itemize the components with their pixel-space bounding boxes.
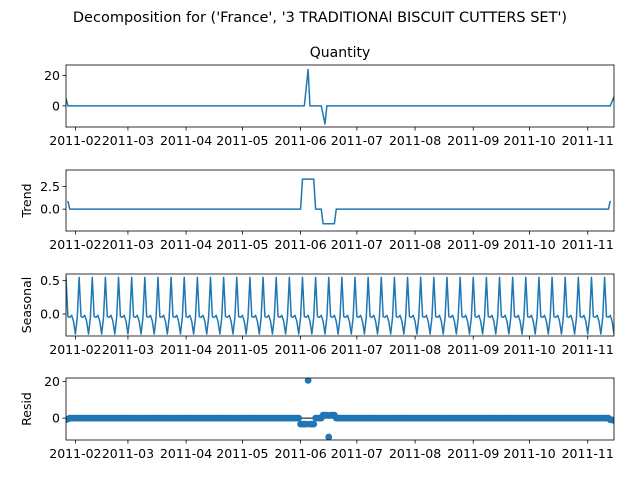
panel-resid: 0 20 2011-02 2011-03 2011-04 2011-05 2011-06 20… — [19, 374, 615, 461]
resid-xtick-label: 2011-09 — [447, 446, 499, 461]
quantity-xtick-label: 2011-05 — [216, 133, 268, 148]
quantity-xtick-label: 2011-03 — [102, 133, 154, 148]
trend-xtick-label: 2011-04 — [160, 237, 212, 252]
seasonal-ytick-label: 0.0 — [40, 307, 60, 322]
figure-suptitle: Decomposition for ('France', '3 TRADITIO… — [73, 10, 567, 26]
trend-xtick-label: 2011-11 — [562, 237, 614, 252]
trend-series-line — [67, 178, 611, 225]
quantity-series-line — [66, 68, 614, 125]
seasonal-axes-frame — [65, 273, 615, 337]
seasonal-xtick-label: 2011-07 — [331, 342, 383, 357]
panel-trend: 0.0 2.5 2011-02 2011-03 2011-04 2011-05 2011-0… — [19, 169, 615, 252]
seasonal-series-line — [66, 276, 614, 335]
quantity-title: Quantity — [310, 45, 371, 61]
quantity-xtick-label: 2011-02 — [49, 133, 101, 148]
seasonal-xtick-label: 2011-03 — [102, 342, 154, 357]
trend-xtick-label: 2011-06 — [274, 237, 326, 252]
resid-point — [295, 414, 303, 422]
resid-xtick-label: 2011-02 — [49, 446, 101, 461]
seasonal-xtick-label: 2011-10 — [503, 342, 555, 357]
quantity-xtick-label: 2011-07 — [331, 133, 383, 148]
resid-ytick-label: 0 — [52, 411, 60, 426]
seasonal-xtick-label: 2011-05 — [216, 342, 268, 357]
resid-ytick-label: 20 — [44, 374, 60, 389]
resid-xtick-label: 2011-11 — [562, 446, 614, 461]
quantity-ytick-label: 0 — [52, 98, 60, 113]
seasonal-plot-area — [66, 276, 614, 335]
seasonal-xtick-label: 2011-06 — [274, 342, 326, 357]
resid-ylabel: Resid — [19, 392, 34, 426]
seasonal-xtick-label: 2011-04 — [160, 342, 212, 357]
resid-xtick-label: 2011-06 — [274, 446, 326, 461]
resid-xtick-label: 2011-05 — [216, 446, 268, 461]
quantity-ytick-label: 20 — [44, 68, 60, 83]
resid-point — [304, 378, 312, 384]
quantity-xtick-label: 2011-10 — [503, 133, 555, 148]
quantity-xtick-label: 2011-11 — [562, 133, 614, 148]
trend-xtick-label: 2011-07 — [331, 237, 383, 252]
resid-xtick-label: 2011-08 — [389, 446, 441, 461]
seasonal-xtick-label: 2011-11 — [562, 342, 614, 357]
trend-plot-area — [67, 178, 611, 225]
resid-axes-frame — [65, 377, 615, 441]
trend-xtick-label: 2011-03 — [102, 237, 154, 252]
trend-ytick-label: 0.0 — [40, 202, 60, 217]
quantity-xtick-label: 2011-08 — [389, 133, 441, 148]
resid-point — [310, 420, 318, 428]
resid-xtick-label: 2011-07 — [331, 446, 383, 461]
trend-xtick-label: 2011-02 — [49, 237, 101, 252]
resid-plot-area — [66, 378, 614, 440]
panel-seasonal: 0.0 0.5 2011-02 2011-03 2011-04 2011-05 2011-0… — [19, 273, 615, 357]
quantity-xtick-label: 2011-09 — [447, 133, 499, 148]
resid-xtick-label: 2011-10 — [503, 446, 555, 461]
quantity-xtick-label: 2011-04 — [160, 133, 212, 148]
resid-xtick-label: 2011-03 — [102, 446, 154, 461]
resid-point — [610, 416, 614, 424]
resid-xtick-label: 2011-04 — [160, 446, 212, 461]
seasonal-xtick-label: 2011-09 — [447, 342, 499, 357]
resid-point — [325, 433, 333, 440]
trend-xtick-label: 2011-05 — [216, 237, 268, 252]
seasonal-xtick-label: 2011-08 — [389, 342, 441, 357]
seasonal-ytick-label: 0.5 — [40, 273, 60, 288]
quantity-xtick-label: 2011-06 — [274, 133, 326, 148]
trend-xtick-label: 2011-09 — [447, 237, 499, 252]
seasonal-xtick-label: 2011-02 — [49, 342, 101, 357]
trend-axes-frame — [65, 169, 615, 232]
trend-xtick-label: 2011-10 — [503, 237, 555, 252]
trend-ytick-label: 2.5 — [40, 179, 60, 194]
panel-quantity: 0 20 2011-02 2011-03 2011-04 2011-05 2011-06 20… — [44, 45, 615, 148]
quantity-plot-area — [66, 68, 614, 125]
trend-ylabel: Trend — [19, 183, 34, 218]
quantity-axes-frame — [65, 64, 615, 128]
trend-xtick-label: 2011-08 — [389, 237, 441, 252]
seasonal-ylabel: Seasonal — [19, 277, 34, 334]
